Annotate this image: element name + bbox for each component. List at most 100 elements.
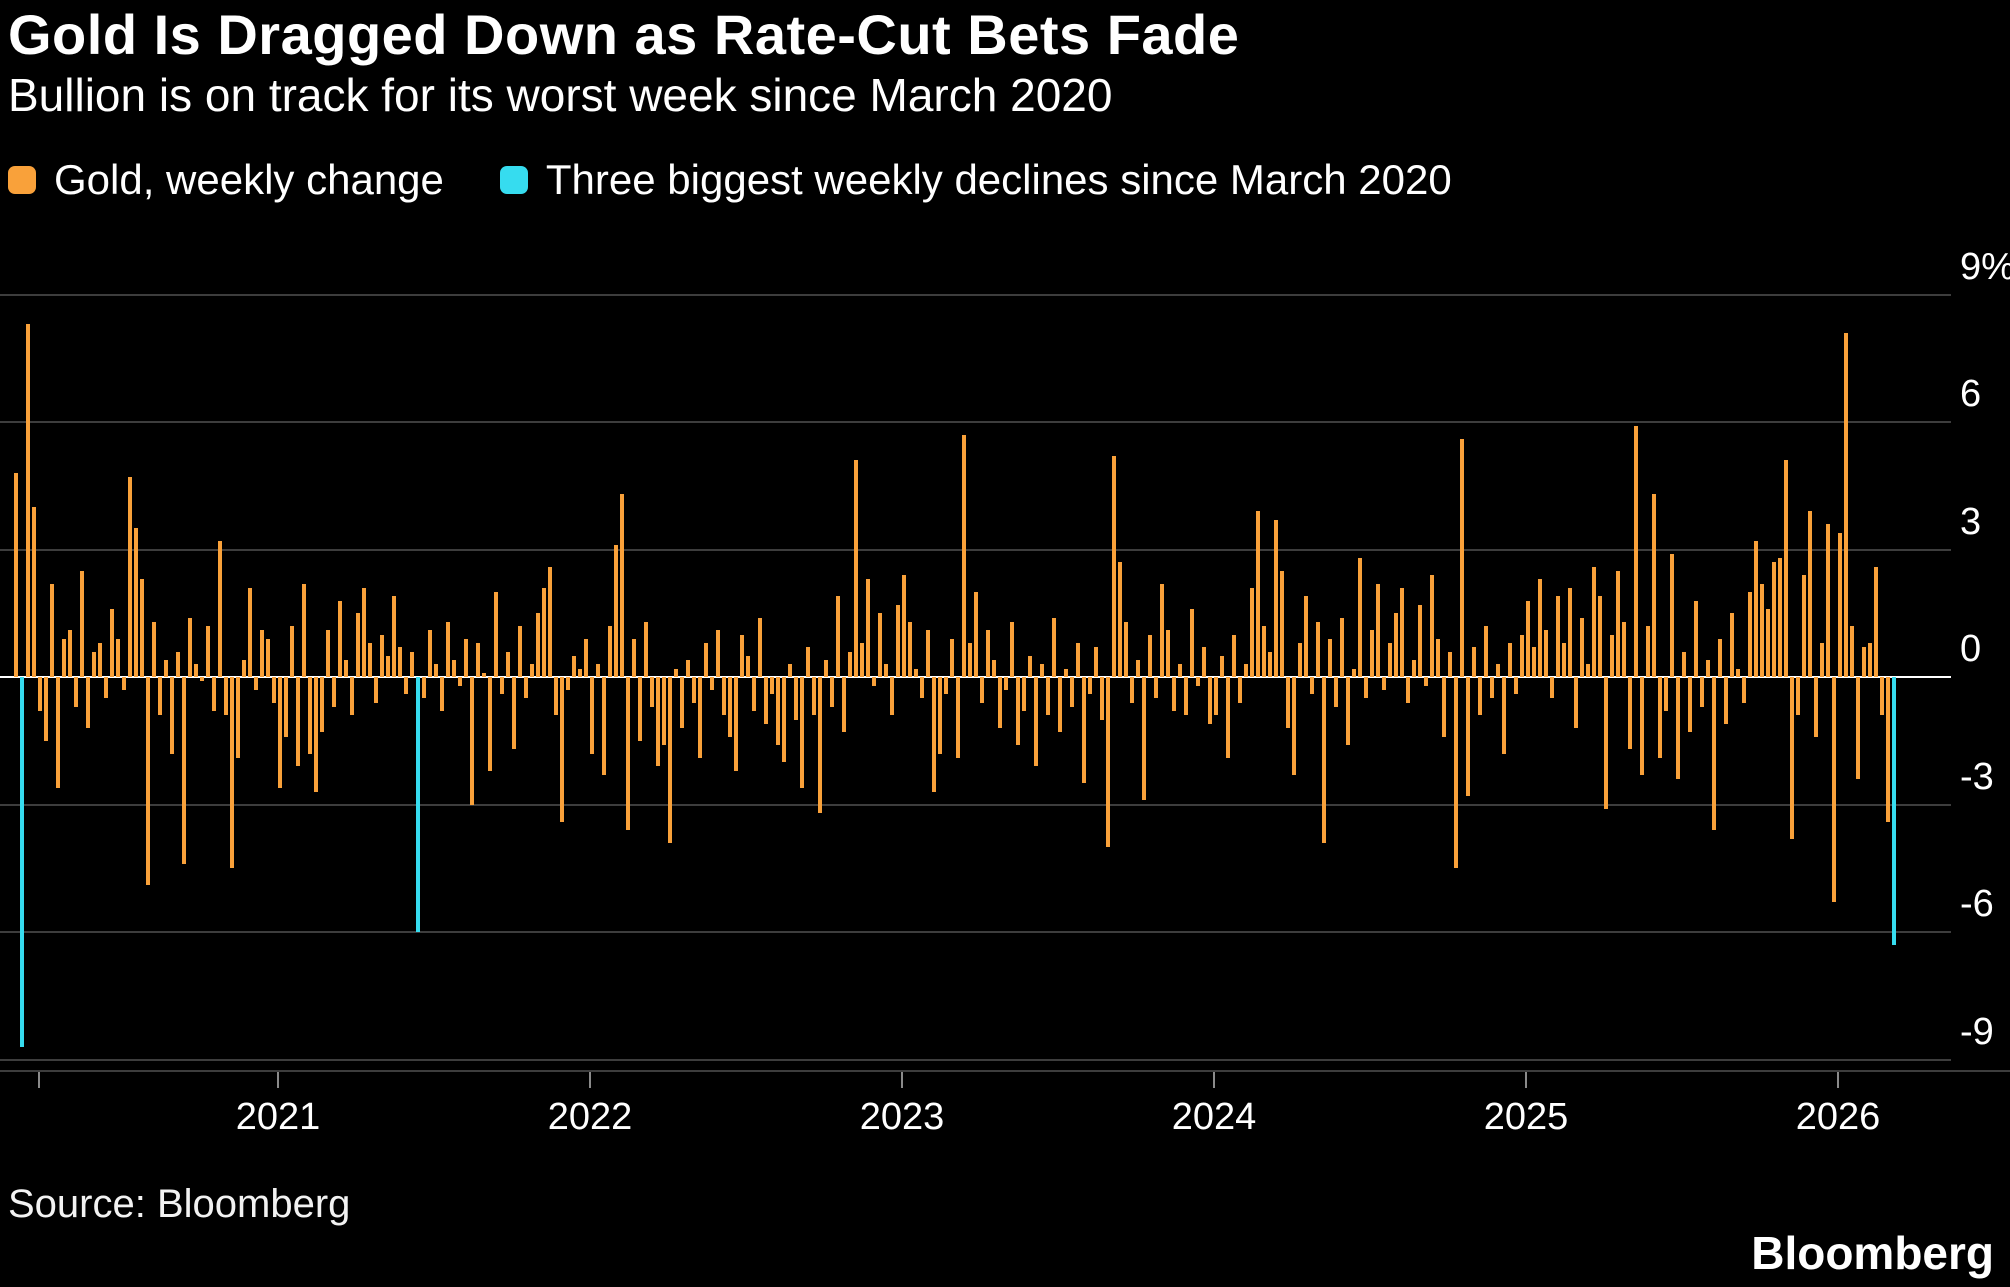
bar (986, 630, 990, 677)
bar (884, 664, 888, 677)
bar (476, 643, 480, 677)
bar (308, 677, 312, 754)
bar (1412, 660, 1416, 677)
bar (1124, 621, 1128, 677)
bar (1646, 626, 1650, 677)
bar (620, 494, 624, 677)
bar (1598, 596, 1602, 677)
bar (1418, 604, 1422, 677)
y-axis-label: -3 (1960, 755, 1994, 798)
bar (608, 626, 612, 677)
bar (1520, 634, 1524, 677)
bar (812, 677, 816, 716)
bar (98, 643, 102, 677)
bar (752, 677, 756, 711)
bar (1064, 668, 1068, 677)
bar (434, 664, 438, 677)
bar (1190, 609, 1194, 677)
bar (1226, 677, 1230, 758)
bar (368, 643, 372, 677)
bar (1292, 677, 1296, 775)
bar (806, 647, 810, 677)
bar (662, 677, 666, 745)
bar (1436, 638, 1440, 677)
bar (1544, 630, 1548, 677)
bar (26, 324, 30, 677)
bar (1592, 566, 1596, 677)
highlight-bar (20, 677, 24, 1047)
bar (800, 677, 804, 788)
bar (1112, 456, 1116, 677)
bar (734, 677, 738, 771)
bar (338, 600, 342, 677)
bar (1142, 677, 1146, 801)
bar (1682, 651, 1686, 677)
x-axis-tick (277, 1072, 279, 1088)
bar (332, 677, 336, 707)
bar (908, 621, 912, 677)
bar (824, 660, 828, 677)
bar (1004, 677, 1008, 690)
bar (782, 677, 786, 762)
bar (1250, 587, 1254, 677)
decline-swatch-icon (499, 166, 528, 194)
bar (626, 677, 630, 830)
x-axis-label: 2023 (859, 1096, 945, 1138)
bar (656, 677, 660, 767)
bar (362, 587, 366, 677)
x-axis-label: 2022 (547, 1096, 633, 1138)
bar (1832, 677, 1836, 903)
bar (38, 677, 42, 711)
bar (1712, 677, 1716, 830)
bar (242, 660, 246, 677)
bar (716, 630, 720, 677)
bar (1274, 519, 1278, 677)
bar (560, 677, 564, 822)
bar (110, 609, 114, 677)
bar (182, 677, 186, 864)
bar (1568, 587, 1572, 677)
bar (1802, 575, 1806, 677)
bar (920, 677, 924, 699)
bar (452, 660, 456, 677)
bar (1334, 677, 1338, 707)
bar (1754, 541, 1758, 677)
bar (284, 677, 288, 737)
bar (1778, 558, 1782, 677)
bar (548, 566, 552, 677)
bar (1208, 677, 1212, 724)
bar (1874, 566, 1878, 677)
bar (974, 592, 978, 677)
bar (380, 634, 384, 677)
bar (1796, 677, 1800, 716)
bar (1160, 583, 1164, 677)
bar (1526, 600, 1530, 677)
x-axis-tick (1213, 1072, 1215, 1088)
bar (422, 677, 426, 699)
x-axis-line (0, 1070, 2010, 1072)
bar (722, 677, 726, 716)
bar (1082, 677, 1086, 784)
bar (1814, 677, 1818, 737)
bar (206, 626, 210, 677)
bar (1148, 634, 1152, 677)
bar (1268, 651, 1272, 677)
bar (212, 677, 216, 711)
legend-item-gold: Gold, weekly change (8, 156, 444, 204)
bar (1580, 617, 1584, 677)
gridline (0, 803, 1951, 806)
bar (1346, 677, 1350, 745)
bar (1094, 647, 1098, 677)
bar (176, 651, 180, 677)
bar (1052, 617, 1056, 677)
bar (1694, 600, 1698, 677)
bar (1490, 677, 1494, 699)
bar (1826, 524, 1830, 677)
bar (74, 677, 78, 707)
bar (1604, 677, 1608, 809)
bar (116, 638, 120, 677)
y-axis-label: 6 (1960, 373, 1982, 415)
bar (914, 668, 918, 677)
bar (92, 651, 96, 677)
x-axis-label: 2025 (1483, 1096, 1569, 1138)
